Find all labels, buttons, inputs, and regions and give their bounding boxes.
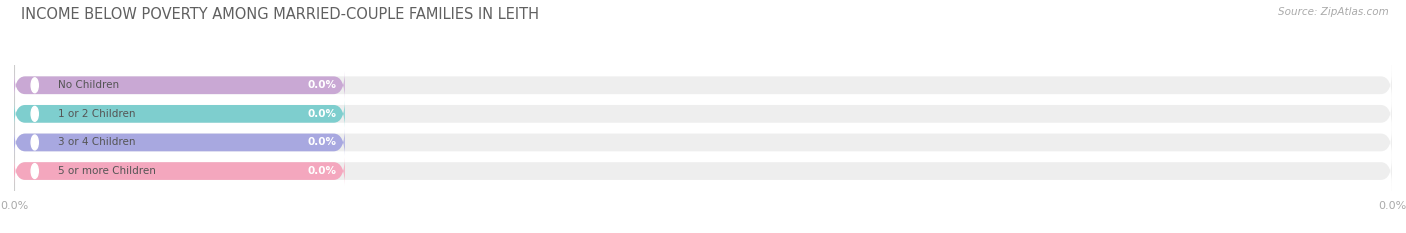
Circle shape bbox=[31, 106, 38, 121]
Text: INCOME BELOW POVERTY AMONG MARRIED-COUPLE FAMILIES IN LEITH: INCOME BELOW POVERTY AMONG MARRIED-COUPL… bbox=[21, 7, 538, 22]
FancyBboxPatch shape bbox=[14, 128, 1392, 157]
Text: 0.0%: 0.0% bbox=[308, 137, 336, 147]
Text: 0.0%: 0.0% bbox=[308, 109, 336, 119]
FancyBboxPatch shape bbox=[14, 100, 344, 128]
Text: 0.0%: 0.0% bbox=[308, 166, 336, 176]
Text: 5 or more Children: 5 or more Children bbox=[58, 166, 156, 176]
Text: 3 or 4 Children: 3 or 4 Children bbox=[58, 137, 135, 147]
FancyBboxPatch shape bbox=[14, 71, 344, 99]
FancyBboxPatch shape bbox=[14, 71, 1392, 99]
FancyBboxPatch shape bbox=[14, 157, 344, 185]
FancyBboxPatch shape bbox=[14, 128, 344, 157]
Text: 0.0%: 0.0% bbox=[308, 80, 336, 90]
Text: 1 or 2 Children: 1 or 2 Children bbox=[58, 109, 135, 119]
FancyBboxPatch shape bbox=[14, 100, 1392, 128]
Circle shape bbox=[31, 135, 38, 150]
Circle shape bbox=[31, 164, 38, 178]
Text: Source: ZipAtlas.com: Source: ZipAtlas.com bbox=[1278, 7, 1389, 17]
Text: No Children: No Children bbox=[58, 80, 120, 90]
FancyBboxPatch shape bbox=[14, 157, 1392, 185]
Circle shape bbox=[31, 78, 38, 93]
